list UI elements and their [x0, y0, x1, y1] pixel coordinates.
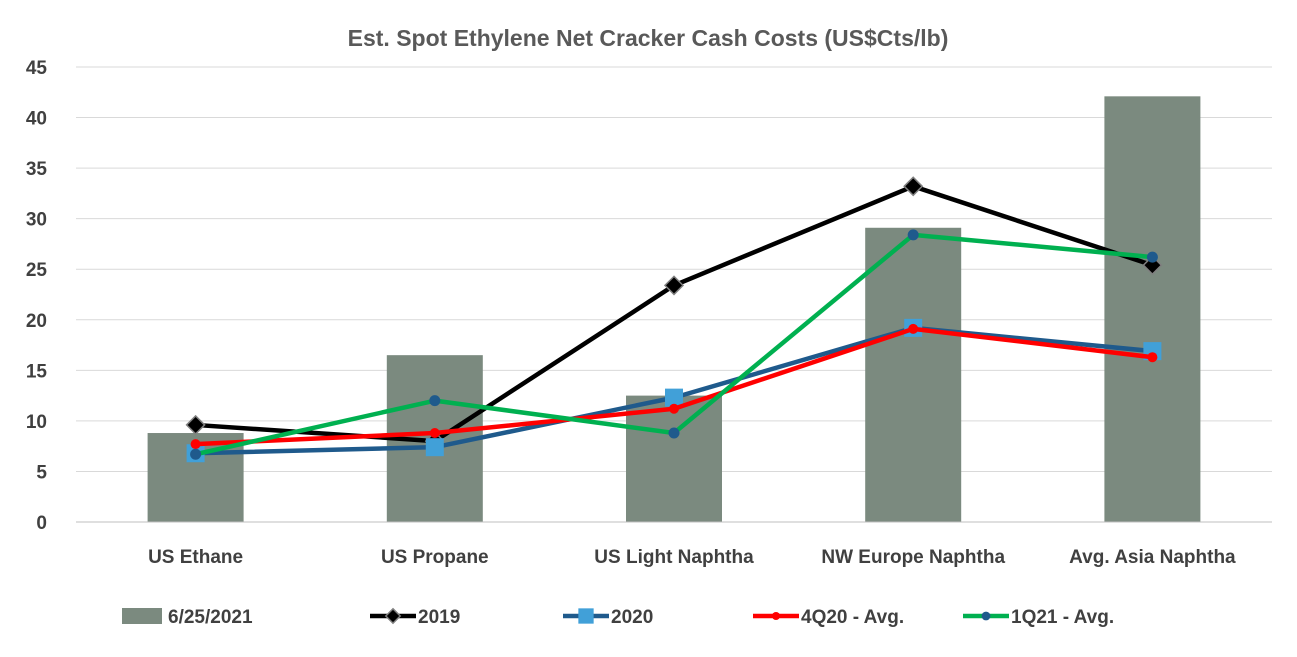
- legend-swatch: [122, 608, 162, 624]
- data-point: [429, 428, 440, 439]
- bar: [626, 395, 722, 522]
- data-point: [190, 439, 201, 450]
- y-tick-label: 40: [26, 109, 47, 130]
- data-point: [665, 388, 683, 407]
- legend-item: 4Q20 - Avg.: [753, 607, 904, 628]
- legend-label: 2020: [611, 607, 653, 628]
- x-tick-label: US Light Naphtha: [594, 547, 754, 568]
- data-point: [190, 448, 202, 460]
- data-point: [425, 438, 444, 457]
- data-point: [1142, 255, 1163, 276]
- y-axis-ticks: 0 5 10 15 20 25 30 35 40 45: [26, 58, 48, 534]
- data-point: [429, 395, 441, 407]
- y-tick-label: 0: [36, 513, 47, 534]
- legend-label: 2019: [418, 607, 460, 628]
- bar-series: [147, 96, 1201, 523]
- data-point: [903, 176, 924, 197]
- legend: 6/25/2021 2019 2020 4Q20 - Avg. 1Q21 - Avg.: [122, 607, 1114, 628]
- x-tick-label: NW Europe Naphtha: [821, 547, 1005, 568]
- x-tick-label: Avg. Asia Naphtha: [1069, 547, 1236, 568]
- series-line-4: [190, 229, 1158, 460]
- x-tick-label: US Ethane: [148, 547, 243, 568]
- legend-item: 2020: [563, 607, 653, 628]
- data-point: [772, 612, 780, 620]
- data-point: [578, 608, 594, 624]
- legend-label: 1Q21 - Avg.: [1011, 607, 1114, 628]
- y-tick-label: 15: [26, 361, 48, 382]
- x-tick-label: US Propane: [381, 547, 489, 568]
- y-tick-label: 25: [26, 260, 48, 281]
- series-line-3: [190, 323, 1158, 450]
- bar: [865, 227, 962, 522]
- y-tick-label: 45: [26, 58, 48, 79]
- legend-label: 6/25/2021: [168, 607, 253, 628]
- y-tick-label: 5: [36, 462, 47, 483]
- legend-item: 2019: [370, 607, 460, 628]
- legend-label: 4Q20 - Avg.: [801, 607, 904, 628]
- bar: [1104, 96, 1201, 523]
- legend-item: 6/25/2021: [122, 607, 253, 628]
- data-point: [384, 607, 402, 625]
- data-point: [669, 403, 679, 414]
- data-point: [185, 414, 206, 435]
- chart-title: Est. Spot Ethylene Net Cracker Cash Cost…: [348, 25, 949, 51]
- data-point: [663, 275, 685, 296]
- gridlines: [76, 66, 1272, 472]
- data-point: [1146, 251, 1158, 263]
- data-point: [1147, 352, 1158, 363]
- y-tick-label: 20: [26, 311, 47, 332]
- y-tick-label: 35: [26, 159, 48, 180]
- x-axis-ticks: US Ethane US Propane US Light Naphtha NW Eu…: [148, 547, 1236, 568]
- line-series: [185, 176, 1163, 463]
- data-point: [907, 229, 919, 241]
- y-tick-label: 10: [26, 412, 47, 433]
- data-point: [908, 323, 919, 334]
- legend-item: 1Q21 - Avg.: [963, 607, 1114, 628]
- data-point: [981, 611, 991, 621]
- y-tick-label: 30: [26, 210, 47, 231]
- data-point: [668, 427, 680, 439]
